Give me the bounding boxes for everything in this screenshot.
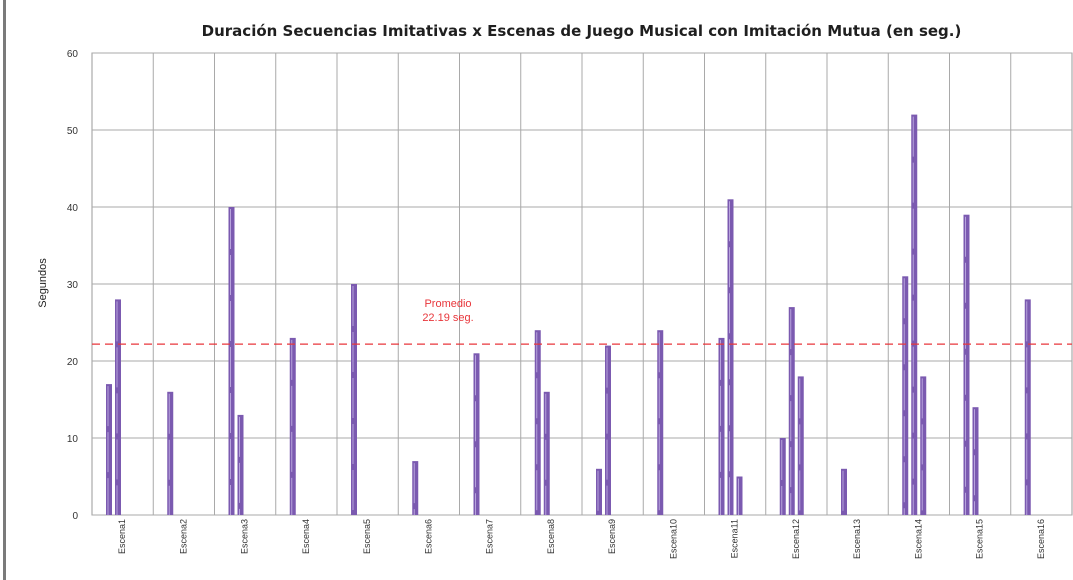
bar-escena9-1 (596, 468, 602, 515)
bar-escena4-1 (289, 337, 296, 515)
bar-escena14-1 (902, 276, 909, 515)
bar-escena12-2 (788, 307, 795, 515)
bar-escena5-1 (351, 284, 357, 515)
x-tick-label: Escena10 (668, 519, 678, 559)
chart-title: Duración Secuencias Imitativas x Escenas… (201, 22, 962, 40)
bar-escena9-2 (605, 345, 611, 515)
bar-escena3-2 (237, 414, 244, 515)
x-tick-label: Escena3 (240, 519, 250, 554)
bar-escena3-1 (228, 207, 235, 515)
left-border (3, 0, 6, 580)
bar-escena1-2 (115, 299, 121, 515)
bar-escena1-1 (106, 384, 112, 515)
x-tick-label: Escena8 (546, 519, 556, 554)
bar-escena13-1 (841, 468, 847, 515)
x-tick-label: Escena6 (423, 519, 433, 554)
y-tick-label: 20 (67, 357, 79, 368)
bar-escena12-1 (779, 438, 786, 515)
grid-lines (91, 52, 1073, 516)
y-tick-label: 50 (67, 126, 79, 137)
bar-escena8-2 (543, 391, 550, 515)
average-label-line1: Promedio (424, 298, 471, 310)
bar-escena2-1 (167, 391, 174, 515)
average-line-group: Promedio 22.19 seg. (92, 298, 1072, 345)
x-tick-label: Escena16 (1036, 519, 1046, 559)
y-tick-label: 40 (67, 203, 79, 214)
x-tick-label: Escena9 (607, 519, 617, 554)
bar-escena15-1 (963, 214, 970, 515)
bar-escena16-1 (1024, 299, 1031, 515)
x-tick-label: Escena13 (852, 519, 862, 559)
bar-escena12-3 (797, 376, 804, 515)
y-tick-label: 10 (67, 434, 79, 445)
x-tick-label: Escena15 (975, 519, 985, 559)
x-tick-label: Escena5 (362, 519, 372, 554)
y-tick-label: 0 (72, 511, 78, 522)
bar-escena14-3 (920, 376, 927, 515)
bar-escena11-1 (718, 337, 725, 515)
x-tick-label: Escena1 (117, 519, 127, 554)
bar-escena8-1 (534, 330, 541, 515)
bar-escena11-2 (727, 199, 734, 516)
bar-escena14-2 (911, 114, 918, 515)
average-label-line2: 22.19 seg. (422, 312, 473, 324)
x-tick-label: Escena14 (913, 519, 923, 559)
x-tick-label: Escena4 (301, 519, 311, 554)
x-tick-labels: Escena1 Escena2 Escena3 Escena4 Escena5 Escen… (117, 519, 1046, 559)
y-tick-labels: 0 10 20 30 40 50 60 (67, 49, 79, 522)
bar-escena7-1 (473, 353, 480, 515)
x-tick-label: Escena12 (791, 519, 801, 559)
y-tick-label: 30 (67, 280, 79, 291)
bar-escena15-2 (972, 407, 979, 515)
x-tick-label: Escena7 (485, 519, 495, 554)
x-tick-label: Escena2 (178, 519, 188, 554)
bar-series (106, 114, 1031, 516)
bar-escena11-3 (736, 476, 743, 515)
x-tick-label: Escena11 (730, 519, 740, 558)
bar-escena10-1 (657, 330, 664, 515)
y-tick-label: 60 (67, 49, 79, 60)
y-axis-label: Segundos (37, 258, 49, 308)
bar-escena6-1 (412, 461, 419, 515)
